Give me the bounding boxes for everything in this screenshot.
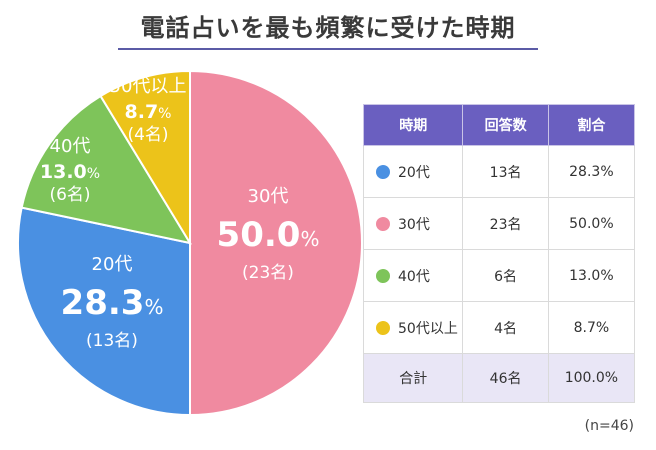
table-header-row: 時期 回答数 割合 bbox=[362, 104, 636, 146]
table-total-row: 合計 46名 100.0% bbox=[362, 353, 636, 403]
pie-slice bbox=[99, 69, 191, 247]
title-underline bbox=[118, 48, 538, 50]
pie-slice bbox=[189, 69, 363, 417]
row-label-text: 40代 bbox=[398, 268, 430, 285]
chart-title: 電話占いを最も頻繁に受けた時期 bbox=[140, 14, 516, 42]
pie-slice bbox=[17, 206, 191, 417]
slice-category-label: 30代 bbox=[248, 186, 289, 207]
legend-dot-icon bbox=[376, 268, 390, 283]
row-count: 23名 bbox=[462, 197, 549, 250]
slice-count-label: (23名) bbox=[242, 263, 294, 283]
legend-dot-icon bbox=[376, 320, 390, 335]
header-share: 割合 bbox=[547, 104, 636, 146]
pie-chart: 30代 50.0% (23名) 20代 28.3% (13名) 40代 13.0%(6名) 50… bbox=[17, 69, 363, 417]
row-label-text: 50代以上 bbox=[398, 320, 458, 337]
total-label: 合計 bbox=[362, 353, 464, 403]
slice-percent-label: 28.3% bbox=[61, 283, 164, 323]
summary-table: 時期 回答数 割合 20代 13名 28.3% 30代 23名 50.0% 40… bbox=[362, 104, 636, 403]
row-label: 50代以上 bbox=[362, 301, 464, 354]
total-share: 100.0% bbox=[547, 353, 636, 403]
table-row: 20代 13名 28.3% bbox=[362, 145, 636, 198]
table-row: 40代 6名 13.0% bbox=[362, 249, 636, 302]
slice-percent-label: 13.0% bbox=[40, 161, 100, 183]
row-share: 50.0% bbox=[547, 197, 636, 250]
header-period: 時期 bbox=[362, 104, 464, 146]
slice-category-label: 40代 bbox=[50, 136, 91, 157]
row-share: 28.3% bbox=[547, 145, 636, 198]
slice-count-label: (4名) bbox=[127, 125, 168, 145]
slice-count-label: (13名) bbox=[86, 331, 138, 351]
table-row: 50代以上 4名 8.7% bbox=[362, 301, 636, 354]
row-label-text: 20代 bbox=[398, 164, 430, 181]
row-count: 6名 bbox=[462, 249, 549, 302]
slice-count-label: (6名) bbox=[49, 185, 90, 205]
pie-slice bbox=[20, 94, 193, 245]
legend-dot-icon bbox=[376, 216, 390, 231]
legend-dot-icon bbox=[376, 164, 390, 179]
row-share: 13.0% bbox=[547, 249, 636, 302]
header-count: 回答数 bbox=[462, 104, 549, 146]
slice-percent-label: 8.7% bbox=[125, 101, 172, 123]
row-label: 40代 bbox=[362, 249, 464, 302]
row-count: 13名 bbox=[462, 145, 549, 198]
sample-size-note: (n=46) bbox=[584, 418, 634, 434]
row-share: 8.7% bbox=[547, 301, 636, 354]
row-count: 4名 bbox=[462, 301, 549, 354]
row-label: 30代 bbox=[362, 197, 464, 250]
row-label: 20代 bbox=[362, 145, 464, 198]
slice-category-label: 20代 bbox=[92, 254, 133, 275]
slice-category-label: 50代以上 bbox=[110, 76, 187, 97]
total-count: 46名 bbox=[462, 353, 549, 403]
table-row: 30代 23名 50.0% bbox=[362, 197, 636, 250]
slice-percent-label: 50.0% bbox=[217, 215, 320, 255]
row-label-text: 30代 bbox=[398, 216, 430, 233]
